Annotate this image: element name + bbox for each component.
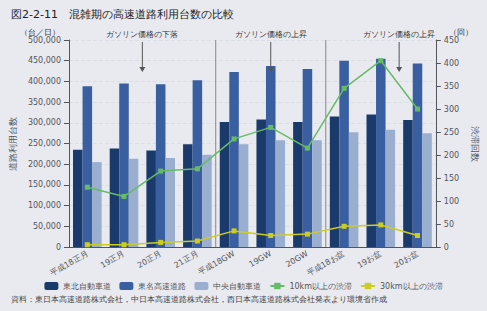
svg-text:100,000: 100,000 [28,201,61,210]
svg-text:中央自動車道: 中央自動車道 [213,282,261,291]
svg-text:20正月: 20正月 [136,249,163,270]
svg-text:0: 0 [56,243,61,252]
svg-text:19正月: 19正月 [99,249,126,270]
svg-text:50: 50 [444,220,454,229]
svg-text:（台／日）: （台／日） [20,28,60,37]
svg-text:250,000: 250,000 [28,139,61,148]
svg-text:19GW: 19GW [247,249,273,269]
svg-text:30km以上の渋滞: 30km以上の渋滞 [380,282,443,291]
svg-text:350,000: 350,000 [28,98,61,107]
svg-text:20GW: 20GW [284,249,310,269]
svg-text:0: 0 [444,243,449,252]
svg-text:道路利用台数: 道路利用台数 [8,117,18,171]
svg-text:50,000: 50,000 [33,222,61,231]
svg-text:250: 250 [444,128,459,137]
svg-text:300: 300 [444,105,459,114]
svg-text:平成18GW: 平成18GW [197,249,236,277]
svg-text:200,000: 200,000 [28,160,61,169]
svg-text:20お盆: 20お盆 [393,249,420,270]
svg-text:450,000: 450,000 [28,56,61,65]
svg-text:21正月: 21正月 [172,249,199,270]
svg-text:資料：東日本高速道路株式会社，中日本高速道路株式会社，西日本: 資料：東日本高速道路株式会社，中日本高速道路株式会社，西日本高速道路株式会社発表… [11,295,387,304]
svg-text:ガソリン価格の上昇: ガソリン価格の上昇 [235,30,307,39]
svg-text:10km以上の渋滞: 10km以上の渋滞 [289,282,352,291]
svg-text:東北自動車道: 東北自動車道 [63,282,111,291]
svg-text:300,000: 300,000 [28,118,61,127]
svg-text:400,000: 400,000 [28,77,61,86]
svg-text:400: 400 [444,59,459,68]
svg-text:150: 150 [444,174,459,183]
svg-text:19お盆: 19お盆 [356,249,383,270]
svg-text:450: 450 [444,36,459,45]
svg-text:ガソリン価格の上昇: ガソリン価格の上昇 [363,30,435,39]
svg-text:（回）: （回） [449,28,473,37]
svg-text:図2-2-11 混雑期の高速道路利用台数の比較: 図2-2-11 混雑期の高速道路利用台数の比較 [11,8,234,21]
svg-text:平成18お盆: 平成18お盆 [305,249,346,278]
svg-text:100: 100 [444,197,459,206]
svg-text:ガソリン価格の下落: ガソリン価格の下落 [106,30,178,39]
svg-text:500,000: 500,000 [28,36,61,45]
svg-text:200: 200 [444,151,459,160]
svg-text:渋滞回数: 渋滞回数 [470,126,480,162]
svg-text:350: 350 [444,82,459,91]
svg-text:平成18正月: 平成18正月 [49,249,90,278]
svg-text:150,000: 150,000 [28,180,61,189]
svg-text:東名高速道路: 東名高速道路 [138,282,186,291]
